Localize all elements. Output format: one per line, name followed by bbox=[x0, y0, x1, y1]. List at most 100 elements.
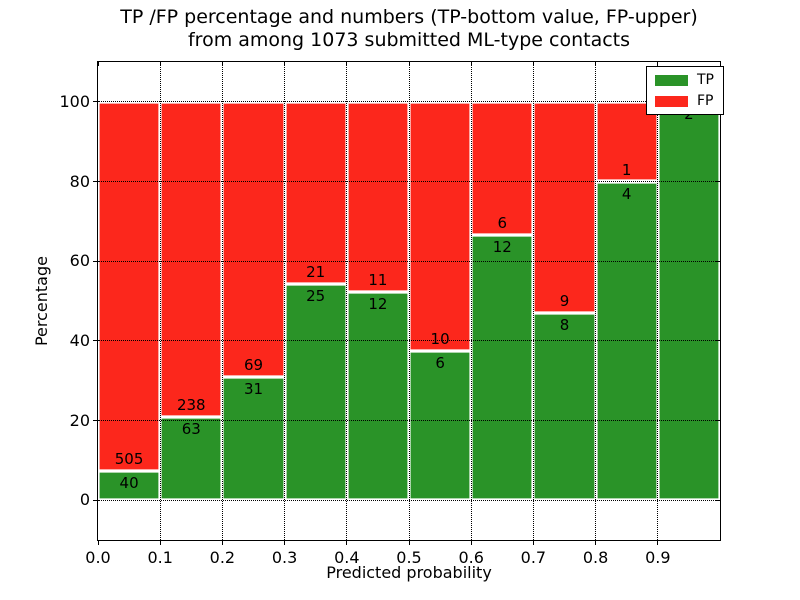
bar-label-tp: 63 bbox=[181, 419, 201, 438]
y-tick-left bbox=[93, 340, 97, 342]
y-gridline bbox=[98, 181, 720, 182]
x-tick-bottom bbox=[159, 541, 161, 545]
x-tick-top bbox=[470, 62, 472, 66]
bar-label-tp: 12 bbox=[368, 295, 388, 314]
y-tick-right bbox=[716, 340, 720, 342]
x-tick-top bbox=[595, 62, 597, 66]
bar-label-fp: 238 bbox=[176, 395, 206, 414]
y-gridline bbox=[98, 340, 720, 342]
y-gridline bbox=[98, 101, 720, 103]
bar-label-tp: 4 bbox=[621, 184, 632, 203]
plot-area: 505402386369312125111210661298142 bbox=[97, 61, 721, 541]
x-tick-top bbox=[657, 62, 659, 66]
x-tick-label: 0.5 bbox=[396, 548, 422, 567]
bar-segment-fp bbox=[222, 101, 285, 377]
bar-label-tp: 12 bbox=[492, 237, 512, 256]
bar-label-fp: 69 bbox=[243, 355, 264, 374]
legend-item-fp: FP bbox=[655, 94, 714, 108]
y-tick-left bbox=[93, 260, 97, 262]
x-tick-top bbox=[346, 62, 348, 66]
bar-segment-tp bbox=[160, 416, 223, 501]
x-tick-top bbox=[97, 62, 99, 66]
legend-swatch-fp-icon bbox=[655, 95, 688, 107]
y-tick-label: 0 bbox=[79, 490, 90, 510]
x-gridline bbox=[221, 62, 223, 540]
bar-label-tp: 25 bbox=[306, 286, 326, 305]
y-gridline bbox=[98, 499, 720, 501]
x-gridline bbox=[346, 62, 348, 540]
x-tick-top bbox=[284, 62, 286, 66]
chart-title-line-2: from among 1073 submitted ML-type contac… bbox=[187, 29, 631, 51]
y-tick-label: 40 bbox=[69, 330, 90, 350]
x-tick-label: 0.8 bbox=[582, 548, 609, 567]
bar-segment-fp bbox=[346, 101, 409, 293]
x-tick-top bbox=[159, 62, 161, 66]
x-tick-label: 0.7 bbox=[520, 548, 547, 567]
bar-label-tp: 31 bbox=[243, 379, 264, 398]
x-tick-label: 0.0 bbox=[85, 548, 111, 567]
bar-segment-tp bbox=[284, 283, 347, 501]
legend-label-tp: TP bbox=[697, 72, 714, 88]
bar-label-tp: 40 bbox=[119, 473, 139, 492]
bar-segment-tp bbox=[409, 350, 472, 501]
y-tick-right bbox=[716, 260, 720, 262]
x-tick-label: 0.3 bbox=[271, 548, 298, 567]
y-tick-left bbox=[93, 101, 97, 103]
bar-label-tp: 6 bbox=[435, 353, 445, 372]
x-gridline bbox=[284, 62, 286, 540]
x-gridline bbox=[657, 62, 659, 540]
bar-label-fp: 10 bbox=[430, 329, 450, 348]
x-tick-bottom bbox=[221, 541, 223, 545]
bar-segment-tp bbox=[98, 470, 161, 501]
x-tick-top bbox=[221, 62, 223, 66]
legend-swatch-tp-icon bbox=[655, 74, 688, 86]
y-tick-left bbox=[93, 420, 97, 421]
bar-segment-tp bbox=[533, 312, 596, 501]
x-axis-label: Predicted probability bbox=[326, 563, 492, 582]
bar-label-fp: 6 bbox=[497, 213, 508, 232]
x-gridline bbox=[408, 62, 410, 540]
bar-segment-tp bbox=[346, 292, 409, 501]
x-tick-label: 0.4 bbox=[334, 548, 360, 567]
bar-label-fp: 505 bbox=[114, 449, 144, 468]
bar-segment-tp bbox=[471, 234, 534, 501]
bar-segment-fp bbox=[595, 101, 658, 182]
y-tick-left bbox=[93, 181, 97, 182]
y-tick-right bbox=[716, 420, 720, 421]
bar-segment-fp bbox=[471, 101, 534, 235]
bar-segment-tp bbox=[657, 101, 720, 501]
x-gridline bbox=[595, 62, 597, 540]
x-tick-top bbox=[408, 62, 410, 66]
y-tick-left bbox=[93, 499, 97, 501]
legend-label-fp: FP bbox=[697, 93, 714, 109]
y-tick-label: 80 bbox=[69, 171, 90, 191]
bar-label-tp: 8 bbox=[559, 315, 570, 334]
x-tick-label: 0.9 bbox=[645, 548, 671, 567]
x-gridline bbox=[532, 62, 534, 540]
x-tick-label: 0.2 bbox=[209, 548, 236, 567]
x-tick-bottom bbox=[284, 541, 286, 545]
y-tick-right bbox=[716, 181, 720, 182]
bar-segment-fp bbox=[284, 101, 347, 284]
bar-segment-fp bbox=[98, 101, 161, 471]
y-tick-label: 60 bbox=[69, 251, 90, 271]
bar-segment-tp bbox=[222, 376, 285, 501]
x-tick-label: 0.6 bbox=[458, 548, 484, 567]
legend: TP FP bbox=[646, 66, 724, 115]
x-gridline bbox=[470, 62, 472, 540]
x-tick-bottom bbox=[532, 541, 534, 545]
x-tick-bottom bbox=[408, 541, 410, 545]
x-tick-bottom bbox=[97, 541, 99, 545]
x-tick-bottom bbox=[595, 541, 597, 545]
bar-label-fp: 21 bbox=[306, 262, 326, 281]
x-tick-bottom bbox=[470, 541, 472, 545]
y-tick-label: 20 bbox=[69, 410, 90, 430]
x-tick-top bbox=[532, 62, 534, 66]
bar-label-fp: 9 bbox=[559, 291, 570, 310]
bar-segment-fp bbox=[533, 101, 596, 313]
x-tick-bottom bbox=[346, 541, 348, 545]
x-tick-bottom bbox=[657, 541, 659, 545]
bar-segment-fp bbox=[409, 101, 472, 351]
x-tick-label: 0.1 bbox=[147, 548, 173, 567]
x-gridline bbox=[159, 62, 161, 540]
